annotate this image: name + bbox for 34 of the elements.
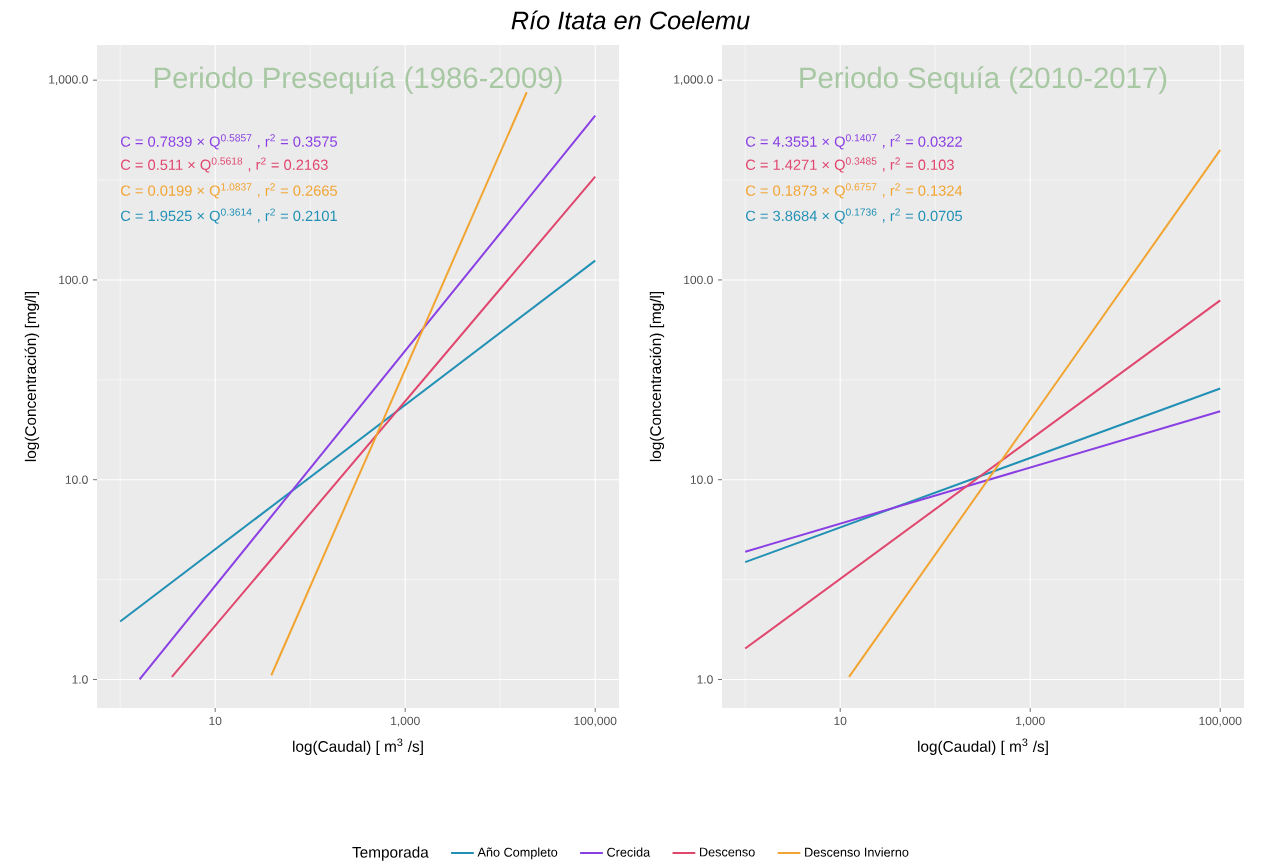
y-tick-label: 100.0 [59,275,88,285]
annotation: C = 0.0199 × Q$^{1.0837}$ , r$^{2}$ = 0.2665 [120,183,338,199]
annotation: C = 0.7839 × Q$^{0.5857}$ , r$^{2}$ = 0.3575 [120,134,338,150]
annotation: C = 4.3551 × Q$^{0.1407}$ , r$^{2}$ = 0.0322 [746,134,962,150]
annotation: Periodo Presequía (1986-2009) [154,66,562,94]
y-tick-label: 1,000.0 [49,75,88,86]
annotation: C = 0.511 × Q$^{0.5618}$ , r$^{2}$ = 0.2163 [120,157,328,173]
legend-title: Temporada [352,846,429,861]
y-axis-title: log(Concentración) [mg/l] [24,292,40,462]
y-tick-label: 10.0 [65,475,88,484]
legend-label: Crecida [607,847,651,857]
x-axis-title: log(Caudal) [ m$^{3}$ /s] [918,738,1048,755]
y-tick-label: 1.0 [72,675,88,684]
x-tick-label: 1,000 [391,716,420,727]
legend-label: Descenso [699,847,755,857]
annotation: C = 1.4271 × Q$^{0.3485}$ , r$^{2}$ = 0.103 [746,157,954,173]
x-tick-label: 100,000 [1199,716,1242,727]
y-tick-label: 1,000.0 [674,75,713,86]
x-tick-label: 100,000 [574,716,617,727]
x-tick-label: 10 [209,716,222,726]
chart-title: Río Itata en Coelemu [511,10,750,30]
y-tick-label: 1.0 [697,675,713,684]
y-axis-title: log(Concentración) [mg/l] [649,291,665,462]
x-tick-label: 1,000 [1016,716,1045,727]
legend-label: Descenso Invierno [805,847,909,857]
x-tick-label: 10 [834,716,847,726]
x-axis-title: log(Caudal) [ m$^{3}$ /s] [293,738,423,755]
annotation: Periodo Sequía (2010-2017) [800,66,1167,94]
annotation: C = 1.9525 × Q$^{0.3614}$ , r$^{2}$ = 0.2101 [120,208,337,224]
annotation: C = 3.8684 × Q$^{0.1736}$ , r$^{2}$ = 0.0705 [746,208,963,224]
y-tick-label: 100.0 [684,275,713,285]
legend-label: Año Completo [477,847,558,860]
y-tick-label: 10.0 [690,475,713,484]
annotation: C = 0.1873 × Q$^{0.6757}$ , r$^{2}$ = 0.1324 [746,183,963,199]
